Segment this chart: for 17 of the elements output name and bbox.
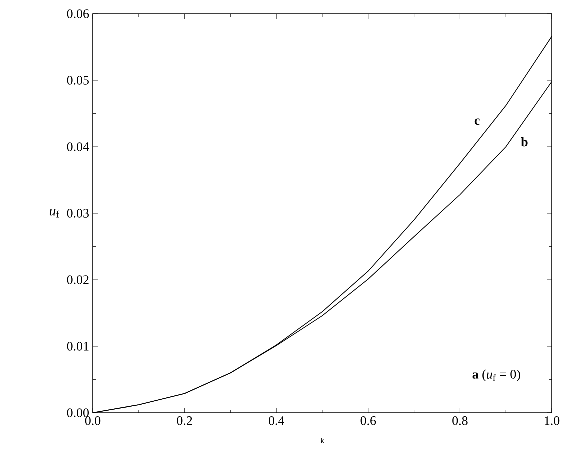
x-tick-label: 0.8 (452, 416, 468, 426)
y-axis-title: u$_{f}$ (50, 209, 60, 218)
series-label: c (474, 118, 480, 125)
x-tick-label: 1.0 (545, 416, 560, 426)
x-tick-label: 0.0 (85, 416, 101, 426)
y-tick-label: 0.06 (67, 10, 90, 18)
x-tick-label: 0.2 (177, 416, 192, 426)
y-tick-label: 0.04 (67, 142, 90, 152)
y-tick-label: 0.05 (67, 76, 89, 85)
x-tick-label: 0.6 (360, 416, 376, 426)
x-tick-label: 0.4 (269, 416, 285, 426)
y-tick-label: 0.01 (67, 342, 89, 351)
y-tick-label: 0.00 (67, 408, 89, 418)
y-tick-label: 0.02 (67, 276, 89, 284)
y-tick-label: 0.03 (67, 209, 89, 218)
annotation: a (u$_{f}$ = 0) (472, 370, 520, 382)
legend-label: b (521, 138, 528, 147)
